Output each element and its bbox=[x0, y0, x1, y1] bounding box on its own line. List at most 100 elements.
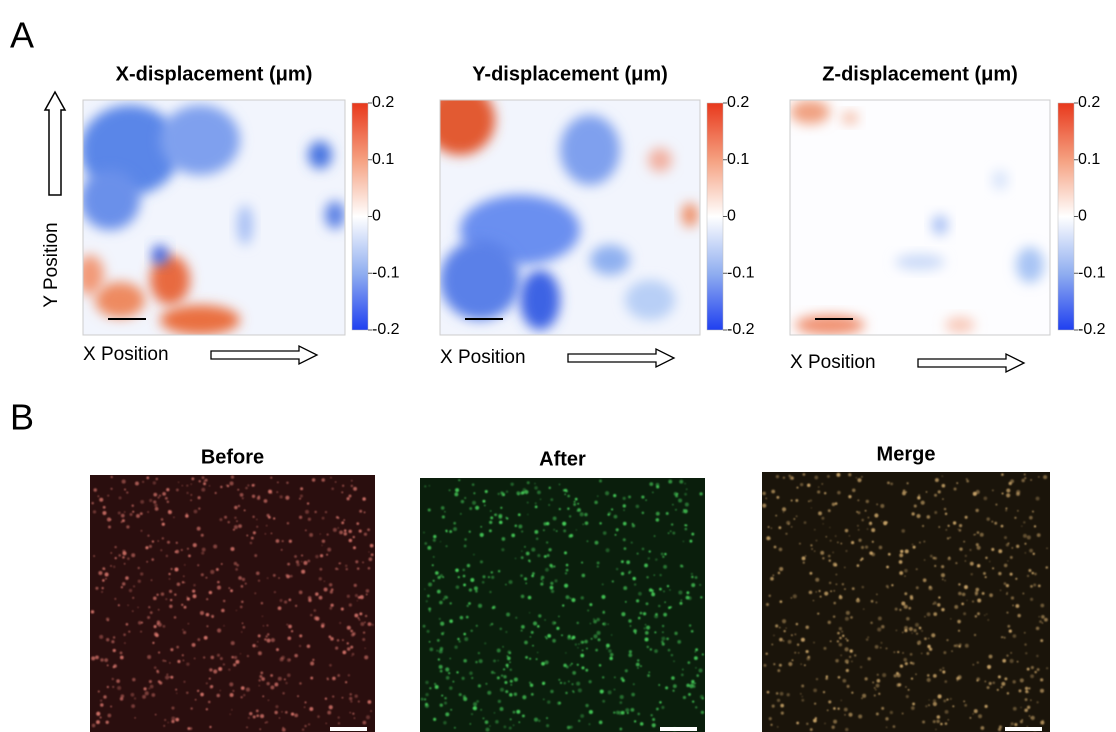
spot bbox=[183, 660, 185, 662]
spot bbox=[515, 617, 517, 619]
spot bbox=[959, 547, 962, 550]
spot bbox=[636, 663, 640, 667]
spot bbox=[240, 493, 244, 497]
spot bbox=[691, 576, 693, 578]
spot bbox=[518, 525, 522, 529]
spot bbox=[547, 554, 550, 557]
spot bbox=[357, 600, 358, 601]
spot bbox=[602, 700, 605, 703]
spot bbox=[851, 661, 853, 663]
spot bbox=[922, 721, 925, 724]
spot bbox=[904, 629, 907, 632]
spot bbox=[469, 671, 472, 674]
spot bbox=[611, 634, 612, 635]
spot bbox=[852, 587, 855, 590]
spot bbox=[936, 720, 939, 723]
spot bbox=[221, 563, 223, 565]
spot bbox=[534, 530, 538, 534]
spot bbox=[118, 554, 121, 557]
spot bbox=[702, 697, 704, 699]
spot bbox=[182, 485, 183, 486]
spot bbox=[631, 542, 633, 544]
spot bbox=[107, 495, 109, 497]
spot bbox=[881, 707, 884, 710]
spot bbox=[368, 557, 372, 561]
spot bbox=[297, 695, 299, 697]
spot bbox=[509, 580, 513, 584]
spot bbox=[327, 534, 329, 536]
spot bbox=[1001, 636, 1003, 638]
spot bbox=[171, 706, 174, 709]
spot bbox=[489, 725, 490, 726]
spot bbox=[977, 598, 981, 602]
spot bbox=[121, 586, 123, 588]
spot bbox=[191, 477, 194, 480]
spot bbox=[471, 713, 473, 715]
spot bbox=[815, 578, 819, 582]
spot bbox=[210, 570, 214, 574]
spot bbox=[662, 631, 664, 633]
spot bbox=[483, 717, 485, 719]
spot bbox=[816, 678, 818, 680]
spot bbox=[243, 694, 245, 696]
spot bbox=[1024, 632, 1026, 634]
spot bbox=[228, 668, 230, 670]
spot bbox=[230, 547, 234, 551]
spot bbox=[907, 482, 909, 484]
spot bbox=[624, 547, 627, 550]
spot bbox=[623, 510, 624, 511]
spot bbox=[641, 495, 644, 498]
image-title: After bbox=[539, 448, 586, 470]
spot bbox=[491, 623, 493, 625]
spot bbox=[295, 605, 297, 607]
spot bbox=[1006, 489, 1010, 493]
spot bbox=[977, 546, 981, 550]
spot bbox=[235, 660, 239, 664]
spot bbox=[525, 583, 526, 584]
spot bbox=[887, 587, 889, 589]
spot bbox=[344, 532, 347, 535]
spot bbox=[885, 717, 888, 720]
spot bbox=[782, 507, 786, 511]
spot bbox=[977, 531, 980, 534]
spot bbox=[908, 689, 910, 691]
spot bbox=[942, 475, 944, 477]
spot bbox=[783, 640, 784, 641]
spot bbox=[828, 621, 831, 624]
spot bbox=[309, 533, 313, 537]
x-axis-label: X Position bbox=[83, 344, 169, 365]
spot bbox=[662, 556, 664, 558]
spot bbox=[470, 723, 471, 724]
heatmap-blob bbox=[682, 203, 698, 227]
spot bbox=[545, 660, 549, 664]
spot bbox=[1011, 722, 1014, 725]
spot bbox=[337, 517, 339, 519]
spot bbox=[861, 476, 863, 478]
spot bbox=[589, 723, 591, 725]
spot bbox=[1025, 687, 1028, 690]
spot bbox=[299, 498, 301, 500]
spot bbox=[966, 600, 967, 601]
spot bbox=[445, 667, 449, 671]
map-title: X-displacement (μm) bbox=[116, 63, 313, 85]
spot bbox=[491, 671, 494, 674]
spot bbox=[241, 686, 245, 690]
spot bbox=[317, 715, 320, 718]
spot bbox=[335, 481, 336, 482]
spot bbox=[168, 573, 170, 575]
spot bbox=[441, 632, 444, 635]
spot bbox=[1034, 573, 1037, 576]
spot bbox=[586, 648, 588, 650]
spot bbox=[902, 632, 904, 634]
spot bbox=[463, 697, 467, 701]
spot bbox=[921, 501, 925, 505]
spot bbox=[491, 571, 493, 573]
spot bbox=[187, 727, 190, 730]
spot bbox=[157, 620, 160, 623]
spot bbox=[117, 686, 121, 690]
map-title: Y-displacement (μm) bbox=[472, 63, 668, 85]
spot bbox=[166, 555, 168, 557]
spot bbox=[278, 606, 282, 610]
spot bbox=[899, 609, 901, 611]
spot bbox=[240, 696, 242, 698]
